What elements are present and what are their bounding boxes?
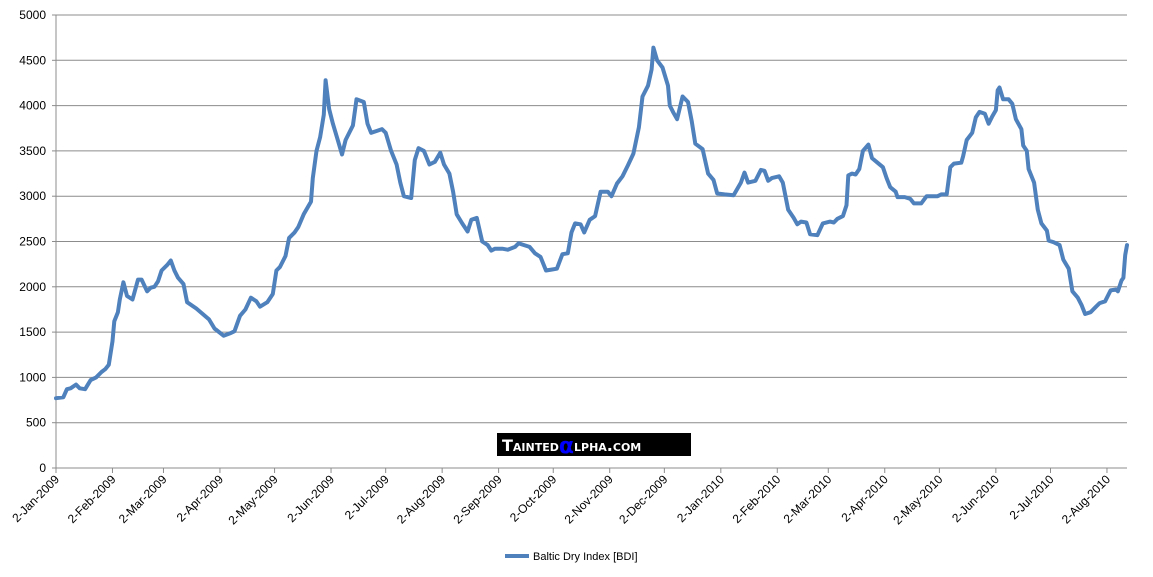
ytick-label: 1500 (19, 325, 46, 339)
y-axis-tick-labels: 0 500 1000 1500 2000 2500 3000 3500 4000 4500 5000 (19, 8, 46, 475)
taintedalpha-watermark: Taintedαlpha.com (497, 433, 691, 459)
ytick-label: 2000 (19, 280, 46, 294)
watermark-brand-pre: Tainted (502, 436, 559, 455)
ytick-label: 5000 (19, 8, 46, 22)
ytick-label: 2500 (19, 235, 46, 249)
axes (52, 14, 1127, 473)
watermark-brand-post: lpha.com (574, 436, 641, 455)
ytick-label: 1000 (19, 370, 46, 384)
watermark-text: Taintedαlpha.com (502, 434, 641, 459)
series-lines (54, 45, 1129, 401)
watermark-alpha-glyph: α (559, 434, 574, 459)
ytick-label: 3000 (19, 189, 46, 203)
ytick-label: 0 (39, 461, 46, 475)
ytick-label: 4000 (19, 99, 46, 113)
legend-label-bdi: Baltic Dry Index [BDI] (533, 551, 638, 563)
ytick-label: 4500 (19, 53, 46, 67)
ytick-label: 3500 (19, 144, 46, 158)
ytick-label: 500 (26, 416, 46, 430)
legend: Baltic Dry Index [BDI] (505, 551, 638, 563)
watermark-background (497, 433, 691, 456)
series-line-bdi (54, 45, 1129, 401)
